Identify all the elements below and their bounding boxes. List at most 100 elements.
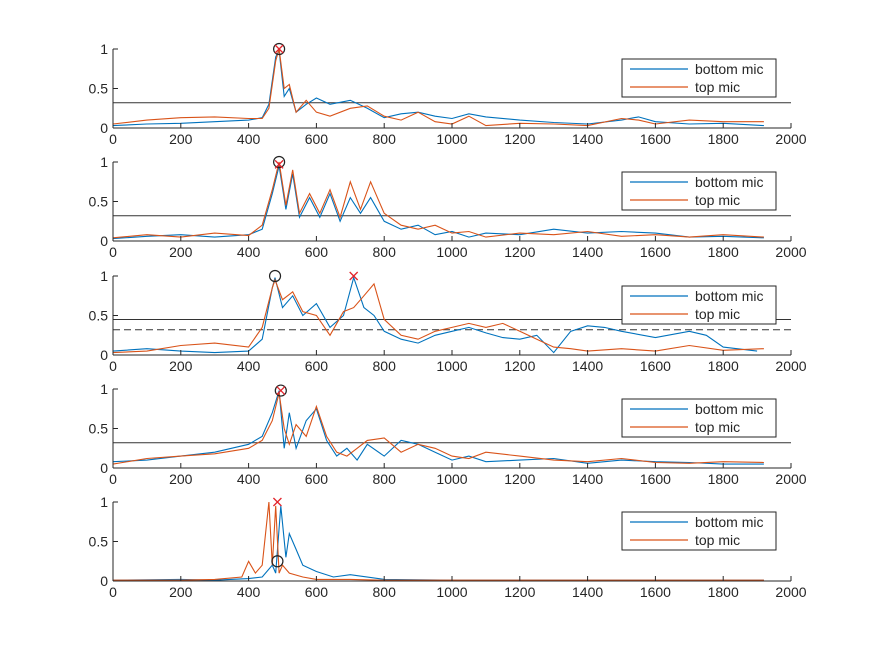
x-tick-label: 1800 xyxy=(708,358,739,374)
y-tick-label: 0 xyxy=(100,233,108,249)
x-tick-label: 400 xyxy=(237,244,261,260)
x-marker-stroke-b xyxy=(274,159,284,169)
series-line-top-mic xyxy=(112,278,764,354)
x-tick-label: 0 xyxy=(109,131,117,147)
legend-box xyxy=(621,398,777,438)
y-tick-label: 1 xyxy=(100,494,108,510)
y-tick-label: 0 xyxy=(100,347,108,363)
x-tick-label: 2000 xyxy=(775,584,806,600)
x-tick-label: 600 xyxy=(305,358,329,374)
circle-marker xyxy=(274,384,287,397)
x-tick-label: 1800 xyxy=(708,244,739,260)
y-tick-label: 0 xyxy=(100,573,108,589)
x-tick-label: 1200 xyxy=(504,471,535,487)
legend: bottom mic top mic xyxy=(621,398,777,438)
x-tick-label: 200 xyxy=(169,131,193,147)
x-marker xyxy=(272,497,282,507)
x-tick-label: 0 xyxy=(109,584,117,600)
x-tick-label: 1000 xyxy=(436,471,467,487)
legend: bottom mic top mic xyxy=(621,58,777,98)
x-tick-label: 200 xyxy=(169,471,193,487)
x-tick-label: 0 xyxy=(109,358,117,374)
y-tick-label: 0.5 xyxy=(89,81,109,97)
x-tick-label: 1400 xyxy=(572,471,603,487)
y-tick-label: 1 xyxy=(100,381,108,397)
x-marker xyxy=(349,271,359,281)
x-tick-label: 1000 xyxy=(436,244,467,260)
legend-label: bottom mic xyxy=(695,174,763,190)
subplot-5: 0 200 400 600 800 1000 1200 1400 1600 1800 2000 0 0.… xyxy=(89,494,807,600)
x-tick-label: 1600 xyxy=(640,131,671,147)
x-tick-label: 400 xyxy=(237,471,261,487)
x-tick-label: 1000 xyxy=(436,584,467,600)
y-tick-label: 0.5 xyxy=(89,421,109,437)
x-tick-label: 200 xyxy=(169,584,193,600)
legend-label: top mic xyxy=(695,79,740,95)
subplot-2: 0 200 400 600 800 1000 1200 1400 1600 1800 2000 0 0.… xyxy=(89,154,807,260)
x-tick-label: 600 xyxy=(305,244,329,260)
y-tick-label: 0 xyxy=(100,460,108,476)
legend-label: bottom mic xyxy=(695,61,763,77)
circle-marker xyxy=(268,269,282,283)
x-tick-label: 1000 xyxy=(436,131,467,147)
x-tick-label: 600 xyxy=(305,471,329,487)
legend-label: bottom mic xyxy=(695,401,763,417)
x-tick-label: 200 xyxy=(169,244,193,260)
y-tick-label: 0.5 xyxy=(89,534,109,550)
legend: bottom mic top mic xyxy=(621,171,777,211)
subplot-1: 0 200 400 600 800 1000 1200 1400 1600 1800 2000 0 0.… xyxy=(89,41,807,147)
series-line-top-mic xyxy=(112,161,764,239)
legend-label: top mic xyxy=(695,419,740,435)
subplot-3: 0 200 400 600 800 1000 1200 1400 1600 1800 2000 0 0.… xyxy=(89,268,807,374)
legend-label: top mic xyxy=(695,306,740,322)
y-tick-label: 1 xyxy=(100,41,108,57)
x-tick-label: 1600 xyxy=(640,244,671,260)
x-marker xyxy=(274,44,284,54)
y-tick-label: 1 xyxy=(100,268,108,284)
x-tick-label: 2000 xyxy=(775,244,806,260)
x-tick-label: 1200 xyxy=(504,131,535,147)
circle-marker xyxy=(271,555,284,568)
x-tick-label: 800 xyxy=(373,131,397,147)
x-tick-label: 1600 xyxy=(640,358,671,374)
x-tick-label: 2000 xyxy=(775,471,806,487)
series-line-top-mic xyxy=(112,392,764,465)
legend-box xyxy=(621,171,777,211)
y-tick-label: 0 xyxy=(100,120,108,136)
x-tick-label: 1800 xyxy=(708,131,739,147)
legend-box xyxy=(621,511,777,551)
x-marker-stroke-b xyxy=(272,497,282,507)
x-tick-label: 800 xyxy=(373,244,397,260)
x-tick-label: 1200 xyxy=(504,244,535,260)
x-tick-label: 800 xyxy=(373,358,397,374)
series-line-top-mic xyxy=(113,501,764,581)
y-tick-label: 0.5 xyxy=(89,308,109,324)
x-tick-label: 0 xyxy=(109,244,117,260)
legend-label: bottom mic xyxy=(695,288,763,304)
series-line-top-mic xyxy=(112,48,764,127)
circle-marker xyxy=(273,42,286,56)
x-tick-label: 1600 xyxy=(640,471,671,487)
x-tick-label: 800 xyxy=(373,584,397,600)
x-marker xyxy=(276,386,286,396)
x-tick-label: 400 xyxy=(237,584,261,600)
x-tick-label: 600 xyxy=(305,584,329,600)
legend-label: bottom mic xyxy=(695,514,763,530)
x-tick-label: 0 xyxy=(109,471,117,487)
x-tick-label: 2000 xyxy=(775,131,806,147)
legend-box xyxy=(621,285,777,325)
circle-marker xyxy=(273,155,286,169)
x-tick-label: 800 xyxy=(373,471,397,487)
x-marker xyxy=(274,159,284,169)
x-tick-label: 1200 xyxy=(504,584,535,600)
y-tick-label: 0.5 xyxy=(89,194,109,210)
x-tick-label: 1400 xyxy=(572,131,603,147)
x-tick-label: 2000 xyxy=(775,358,806,374)
x-tick-label: 1400 xyxy=(572,584,603,600)
x-tick-label: 1200 xyxy=(504,358,535,374)
legend: bottom mic top mic xyxy=(621,285,777,325)
y-tick-label: 1 xyxy=(100,154,108,170)
x-marker-stroke-b xyxy=(276,386,286,396)
x-tick-label: 200 xyxy=(169,358,193,374)
